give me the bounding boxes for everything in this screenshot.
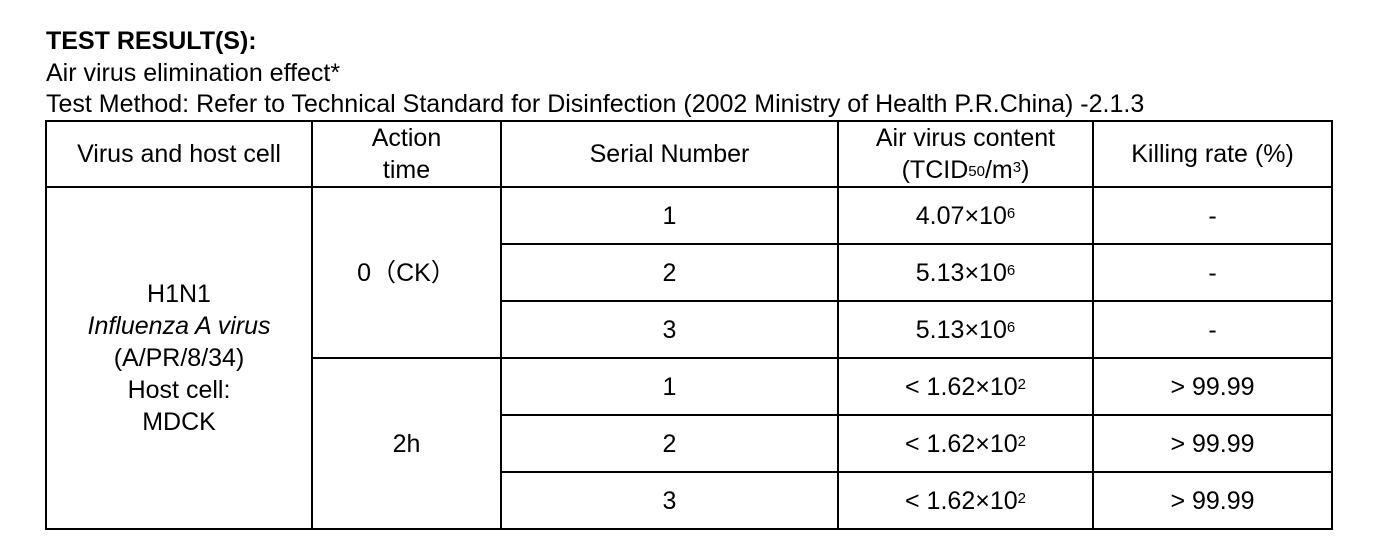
killing-rate-cell: - <box>1092 186 1333 245</box>
content-cell: < 1.62×102 <box>837 471 1094 530</box>
table-header-row: Virus and host cell Action time Serial N… <box>45 120 1333 188</box>
header-air-virus-content: Air virus content (TCID50/m3) <box>837 120 1094 188</box>
virus-host-cell: H1N1 Influenza A virus (A/PR/8/34) Host … <box>45 186 313 530</box>
serial-cell: 3 <box>500 300 839 359</box>
action-time-cell: 0（CK） <box>311 186 502 359</box>
table-row: 2h 1 < 1.62×102 > 99.99 <box>46 357 1333 530</box>
action-time-cell: 2h <box>311 357 502 530</box>
test-subtitle: Air virus elimination effect* <box>46 59 341 87</box>
virus-species: Influenza A virus <box>87 312 271 340</box>
table-row: H1N1 Influenza A virus (A/PR/8/34) Host … <box>45 186 1333 530</box>
virus-strain: (A/PR/8/34) <box>113 344 245 372</box>
table-row: 2 < 1.62×102 > 99.99 <box>46 414 1333 473</box>
content-cell: 4.07×106 <box>837 186 1094 245</box>
host-cell-name: MDCK <box>142 408 216 436</box>
table-row: 2 5.13×106 - <box>46 243 1333 302</box>
content-cell: 5.13×106 <box>837 300 1094 359</box>
header-serial-number: Serial Number <box>500 120 839 188</box>
killing-rate-cell: - <box>1092 243 1333 302</box>
results-table: Virus and host cell Action time Serial N… <box>45 120 1333 530</box>
host-cell-label: Host cell: <box>127 376 231 404</box>
killing-rate-cell: > 99.99 <box>1092 471 1333 530</box>
killing-rate-cell: > 99.99 <box>1092 357 1333 416</box>
virus-name: H1N1 <box>147 280 211 308</box>
table-row: 3 5.13×106 - <box>46 300 1333 359</box>
content-cell: < 1.62×102 <box>837 414 1094 473</box>
section-heading: TEST RESULT(S): <box>46 27 257 55</box>
header-killing-rate: Killing rate (%) <box>1092 120 1333 188</box>
header-action-time: Action time <box>311 120 502 188</box>
serial-cell: 3 <box>500 471 839 530</box>
killing-rate-cell: - <box>1092 300 1333 359</box>
serial-cell: 2 <box>500 414 839 473</box>
test-method-line: Test Method: Refer to Technical Standard… <box>46 90 1145 118</box>
header-virus-host: Virus and host cell <box>45 120 313 188</box>
killing-rate-cell: > 99.99 <box>1092 414 1333 473</box>
content-cell: < 1.62×102 <box>837 357 1094 416</box>
table-row: 3 < 1.62×102 > 99.99 <box>46 471 1333 530</box>
serial-cell: 1 <box>500 186 839 245</box>
serial-cell: 2 <box>500 243 839 302</box>
content-cell: 5.13×106 <box>837 243 1094 302</box>
serial-cell: 1 <box>500 357 839 416</box>
